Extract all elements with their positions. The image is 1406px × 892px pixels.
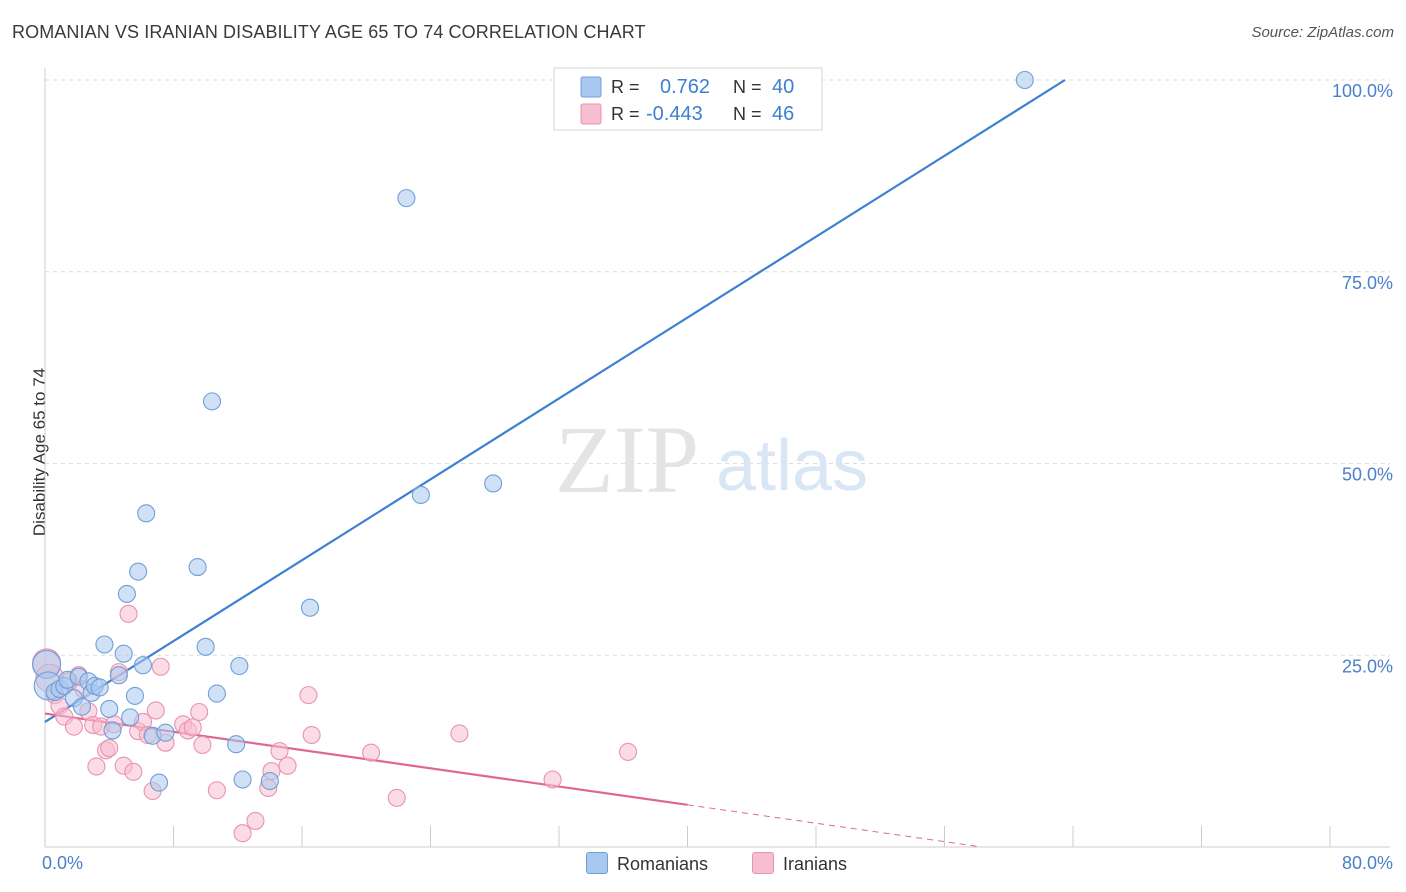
romanians-point-12 <box>90 678 109 697</box>
romanians-point-26 <box>156 723 175 742</box>
romanians-point-19 <box>121 708 140 727</box>
romanians-point-8 <box>72 697 91 716</box>
legend-bottom-pink-swatch <box>752 852 774 874</box>
iranians-point-32 <box>207 781 226 800</box>
romanians-point-31 <box>227 735 246 754</box>
iranians-point-11 <box>87 757 106 776</box>
iranians-point-14 <box>100 739 119 758</box>
y-tick-label-100: 100.0% <box>1332 81 1393 101</box>
legend-r-label-romanians: R = <box>611 77 640 97</box>
iranians-point-37 <box>270 742 289 761</box>
iranians-point-44 <box>543 770 562 789</box>
axes <box>44 68 1390 848</box>
source-label: Source: ZipAtlas.com <box>1251 24 1394 41</box>
x-tick-label-min: 0.0% <box>42 853 83 873</box>
iranians-point-19 <box>124 762 143 781</box>
legend-top: R = 0.762 N = 40 R = -0.443 N = 46 <box>553 67 823 131</box>
romanians-point-37 <box>411 485 430 504</box>
romanians-point-14 <box>100 699 119 718</box>
y-tick-label-75: 75.0% <box>1342 273 1393 293</box>
romanians-point-23 <box>137 504 156 523</box>
iranians-points <box>32 604 638 843</box>
legend-r-value-iranians: -0.443 <box>646 103 703 125</box>
romanians-point-15 <box>103 721 122 740</box>
legend-n-label-romanians: N = <box>733 77 762 97</box>
romanians-point-32 <box>230 656 249 676</box>
chart-title: ROMANIAN VS IRANIAN DISABILITY AGE 65 TO… <box>12 22 646 42</box>
iranians-point-39 <box>299 686 318 705</box>
iranians-point-24 <box>146 701 165 720</box>
romanians-point-34 <box>260 771 279 791</box>
romanians-point-25 <box>149 773 169 792</box>
iranians-point-33 <box>233 824 252 843</box>
romanians-point-29 <box>203 392 222 411</box>
romanians-point-21 <box>129 562 148 581</box>
tick-labels: 25.0% 50.0% 75.0% 100.0% 0.0% 80.0% <box>42 81 1393 873</box>
romanians-point-33 <box>233 770 252 789</box>
y-tick-label-50: 50.0% <box>1342 465 1393 485</box>
legend-blue-swatch <box>580 76 602 98</box>
romanians-point-27 <box>188 557 207 577</box>
iranians-point-18 <box>119 604 138 623</box>
iranians-point-41 <box>362 743 381 762</box>
iranians-point-29 <box>183 718 202 737</box>
iranians-trend-extension <box>687 804 977 847</box>
romanians-point-13 <box>95 635 114 654</box>
iranians-point-30 <box>190 702 209 722</box>
romanians-point-22 <box>133 656 153 675</box>
iranians-point-25 <box>151 657 170 676</box>
legend-bottom-iranians: Iranians <box>752 852 847 875</box>
legend-n-value-iranians: 46 <box>772 103 794 125</box>
watermark: ZIP atlas <box>555 406 868 513</box>
legend-n-value-romanians: 40 <box>772 76 794 98</box>
y-tick-label-25: 25.0% <box>1342 656 1393 676</box>
watermark-atlas: atlas <box>716 426 868 506</box>
legend-bottom-romanians-label: Romanians <box>617 854 709 874</box>
romanians-point-16 <box>109 666 128 685</box>
iranians-point-6 <box>64 717 83 736</box>
legend-r-value-romanians: 0.762 <box>660 76 710 98</box>
romanians-points <box>32 70 1034 792</box>
romanians-point-18 <box>117 584 136 603</box>
iranians-point-45 <box>619 742 638 761</box>
legend-pink-swatch <box>580 103 602 125</box>
legend-bottom-romanians: Romanians <box>586 852 708 875</box>
romanians-trend-line <box>44 79 1066 723</box>
romanians-point-20 <box>125 686 144 705</box>
iranians-point-42 <box>387 788 406 807</box>
legend-r-label-iranians: R = <box>611 104 640 124</box>
iranians-point-38 <box>278 756 297 775</box>
romanians-point-38 <box>484 474 503 493</box>
romanians-point-30 <box>207 684 226 703</box>
legend-bottom-iranians-label: Iranians <box>783 854 848 874</box>
legend-n-label-iranians: N = <box>733 104 762 124</box>
romanians-point-36 <box>397 189 416 208</box>
legend-bottom-blue-swatch <box>586 852 608 874</box>
romanians-point-17 <box>114 644 133 663</box>
iranians-point-34 <box>246 811 265 830</box>
watermark-zip: ZIP <box>555 406 699 513</box>
romanians-point-39 <box>1015 70 1034 90</box>
romanians-point-35 <box>300 598 320 617</box>
iranians-point-31 <box>193 735 212 755</box>
iranians-point-40 <box>302 725 321 745</box>
x-tick-label-max: 80.0% <box>1342 853 1393 873</box>
romanians-point-28 <box>196 637 215 656</box>
iranians-point-43 <box>450 724 469 743</box>
grid-lines <box>45 79 1390 656</box>
